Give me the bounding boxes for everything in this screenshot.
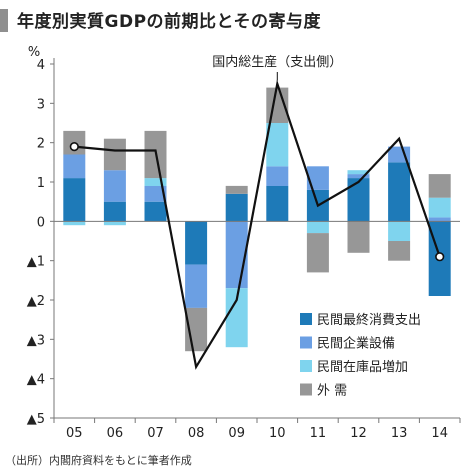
x-tick-label: 09	[228, 426, 245, 441]
line-layer	[69, 72, 445, 370]
bar-05-s1	[63, 154, 86, 179]
y-tick-label: 0	[37, 215, 45, 230]
gdp-point-14	[435, 252, 445, 262]
gdp-point-05	[69, 142, 79, 152]
y-tick-label: ▲2	[27, 294, 45, 309]
legend-swatch-2	[300, 360, 312, 372]
y-tick-label: ▲4	[27, 373, 45, 388]
title-accent-bar	[0, 9, 8, 32]
x-tick-label: 12	[350, 426, 367, 441]
bar-11-s1	[306, 166, 329, 190]
bar-10-s0	[266, 185, 289, 222]
legend-swatch-3	[300, 383, 312, 396]
y-unit-label: %	[28, 45, 40, 60]
legend-label-3: 外 需	[317, 384, 347, 399]
bar-14-s2	[428, 197, 451, 218]
bar-13-s0	[388, 162, 411, 222]
legend-label-2: 民間在庫品増加	[317, 360, 408, 375]
bar-05-s0	[63, 178, 86, 222]
x-tick-label: 11	[310, 426, 327, 441]
bar-14-s3	[428, 174, 451, 198]
bar-05-s2	[63, 221, 86, 226]
bar-10-s2	[266, 123, 289, 167]
legend-swatch-0	[300, 313, 312, 325]
bar-13-s2	[388, 221, 411, 241]
source-note: （出所）内閣府資料をもとに筆者作成	[5, 454, 192, 467]
bar-06-s0	[103, 201, 126, 222]
bar-06-s2	[103, 221, 126, 226]
y-tick-label: ▲5	[27, 412, 45, 427]
bar-09-s0	[225, 193, 248, 222]
bar-12-s3	[347, 221, 370, 253]
bar-09-s2	[225, 288, 248, 348]
bar-12-s1	[347, 174, 370, 178]
bar-11-s3	[306, 233, 329, 273]
y-tick-label: 2	[37, 137, 45, 152]
y-tick-label: 3	[37, 97, 45, 112]
bar-13-s1	[388, 146, 411, 163]
axes-layer	[50, 58, 461, 423]
bar-08-s1	[185, 264, 208, 308]
legend-label-0: 民間最終消費支出	[317, 312, 421, 328]
bar-06-s1	[103, 170, 126, 202]
gdp-line-label: 国内総生産（支出側）	[212, 54, 342, 70]
y-tick-label: ▲1	[27, 255, 45, 270]
legend-swatch-1	[300, 336, 312, 349]
bar-13-s3	[388, 241, 411, 261]
bar-09-s3	[225, 185, 248, 194]
x-tick-label: 10	[269, 426, 286, 441]
x-tick-label: 07	[147, 426, 164, 441]
y-tick-label: 4	[37, 58, 45, 73]
gdp-line	[74, 79, 441, 370]
y-tick-label: 1	[37, 176, 45, 191]
x-tick-label: 08	[188, 426, 205, 441]
bar-06-s3	[103, 138, 126, 171]
bar-08-s0	[185, 221, 208, 265]
x-tick-label: 06	[107, 426, 124, 441]
y-tick-label: ▲3	[27, 333, 45, 348]
chart-title: 年度別実質GDPの前期比とその寄与度	[17, 12, 322, 32]
bar-12-s0	[347, 178, 370, 222]
bar-11-s2	[306, 221, 329, 234]
legend-label-1: 民間企業設備	[317, 336, 395, 352]
x-tick-label: 13	[391, 426, 408, 441]
bar-12-s2	[347, 170, 370, 175]
bar-10-s1	[266, 166, 289, 186]
x-tick-label: 14	[431, 426, 448, 441]
bar-14-s1	[428, 217, 451, 222]
bars-layer	[63, 87, 451, 352]
bar-07-s2	[144, 178, 167, 186]
bar-07-s1	[144, 185, 167, 202]
bar-07-s0	[144, 201, 167, 222]
x-tick-label: 05	[66, 426, 83, 441]
